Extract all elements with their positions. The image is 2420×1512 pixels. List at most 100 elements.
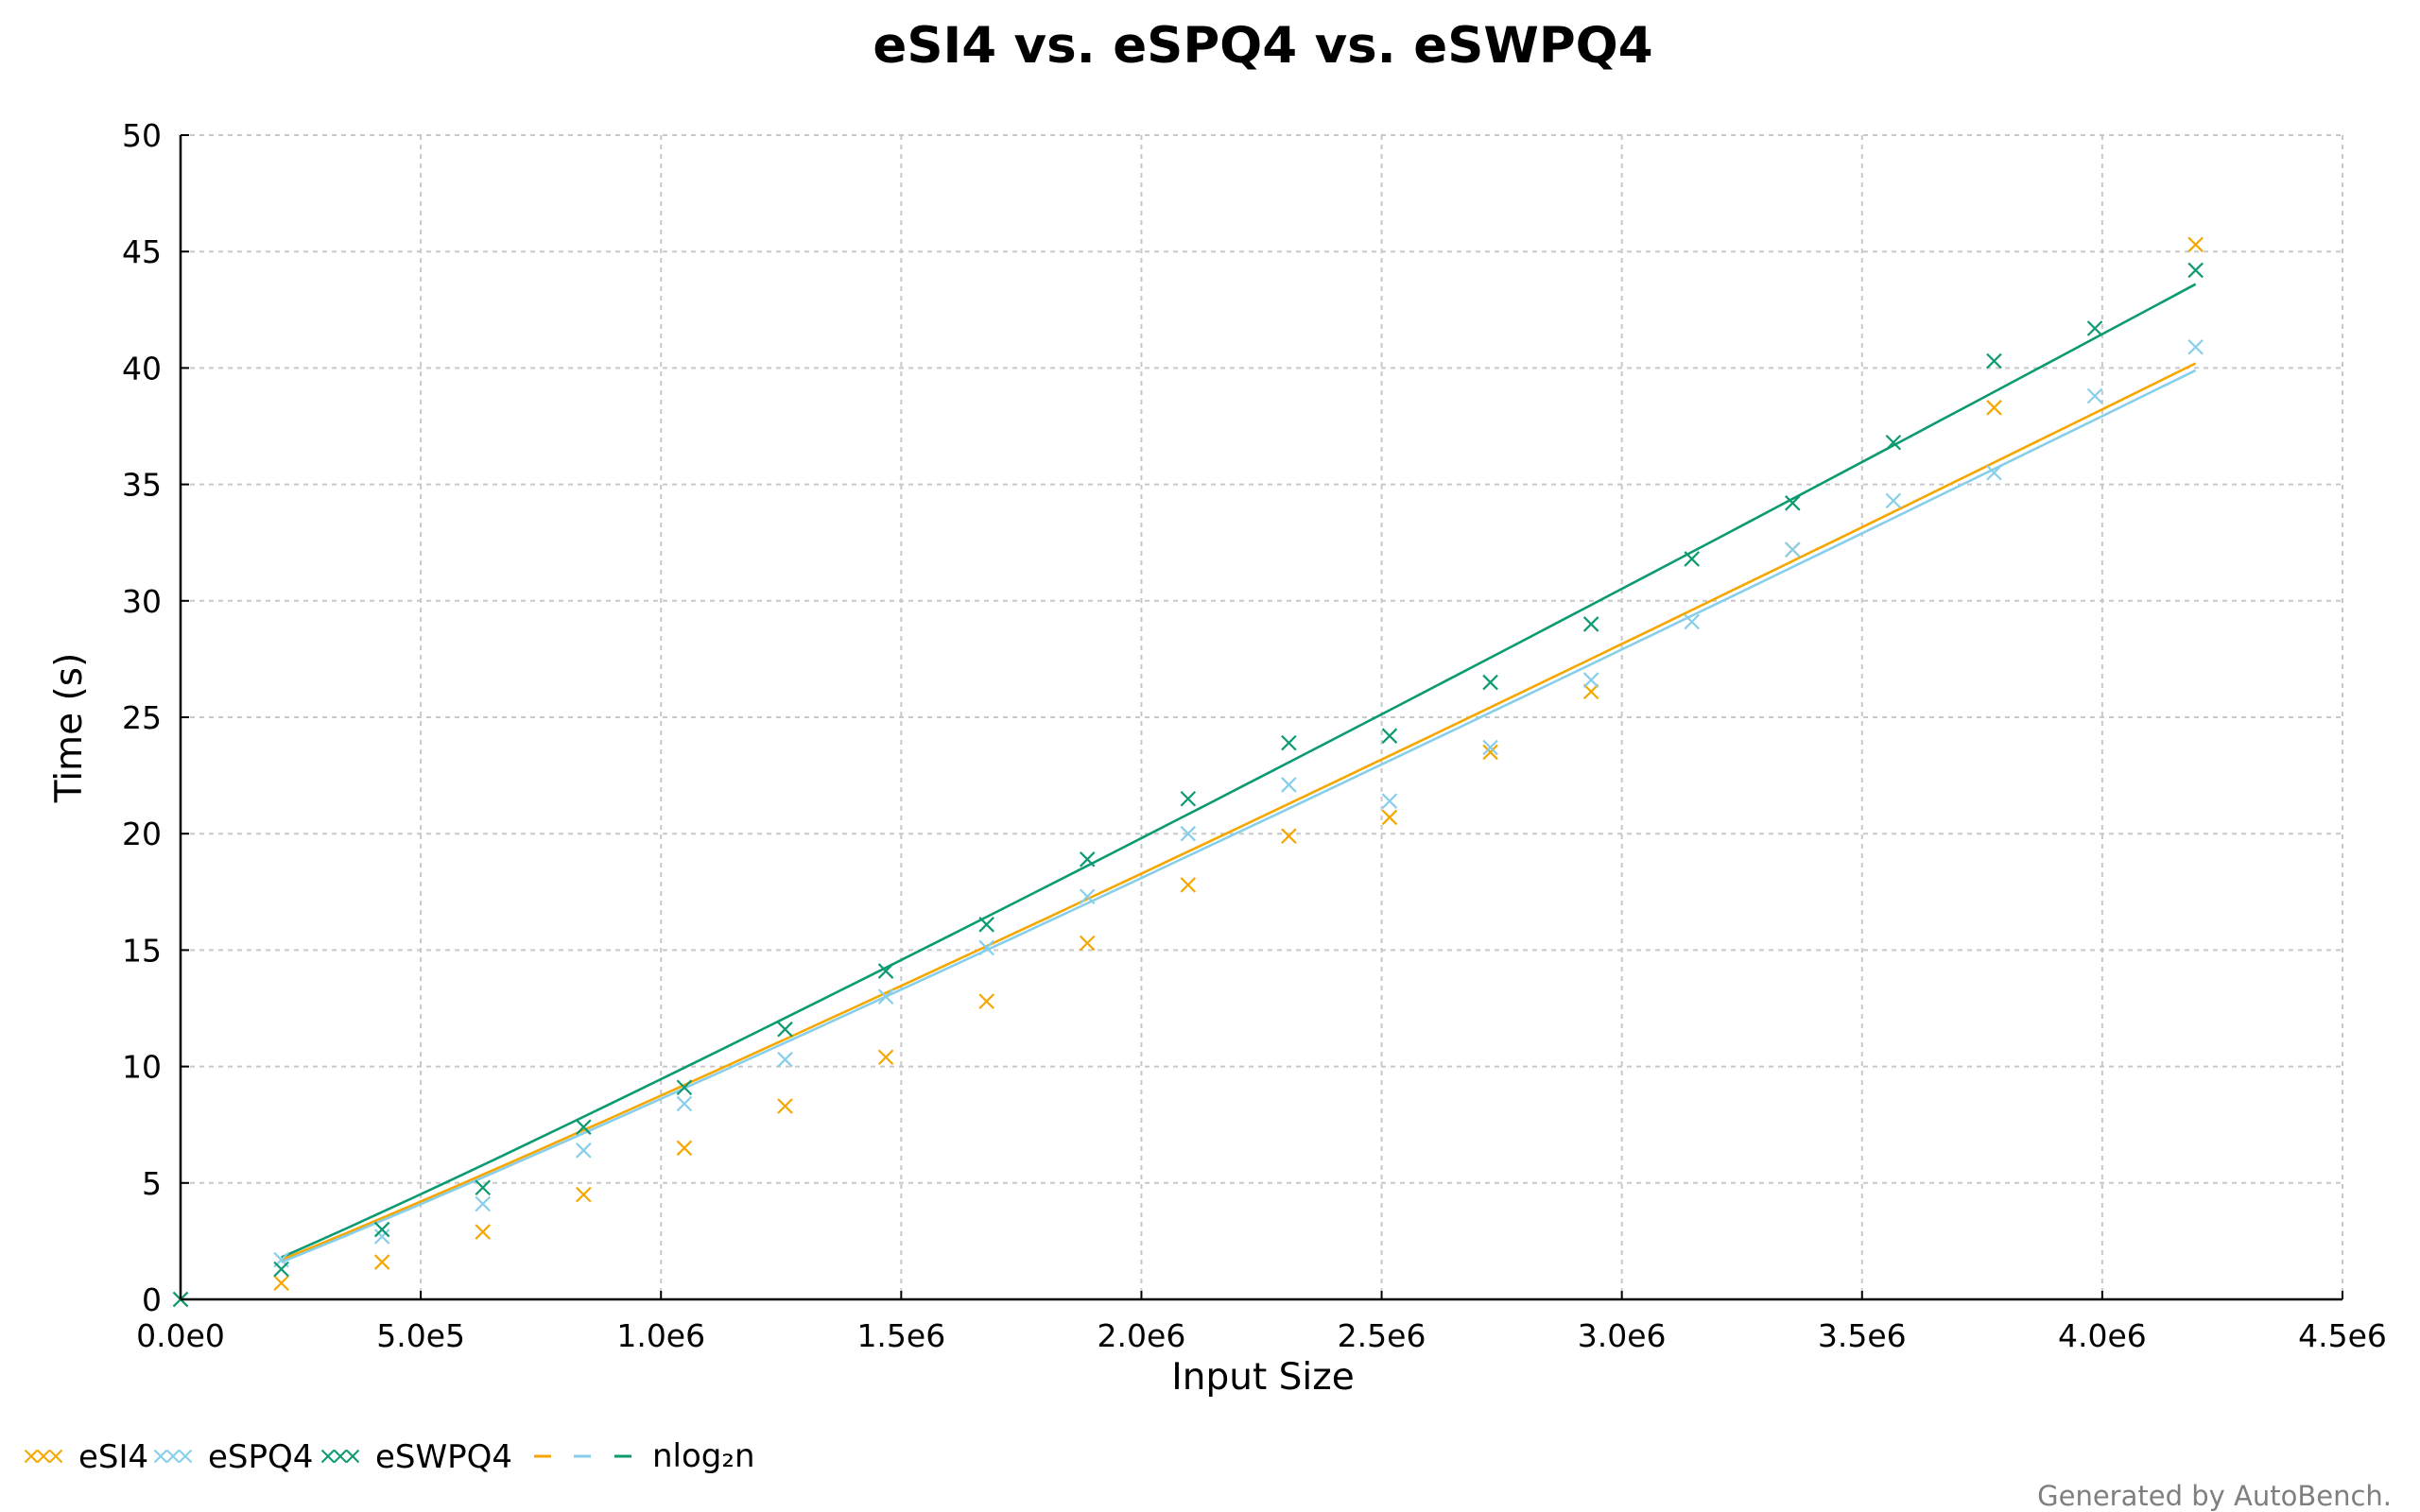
point-eswpq4 <box>777 1021 793 1038</box>
point-eswpq4 <box>1582 616 1599 632</box>
point-espq4 <box>576 1143 592 1159</box>
point-esi4 <box>2187 236 2204 253</box>
legend-marker <box>36 1449 51 1464</box>
y-tick-label: 15 <box>122 932 162 969</box>
point-eswpq4 <box>1885 434 1902 451</box>
x-tick-label: 3.5e6 <box>1818 1317 1907 1354</box>
point-espq4 <box>373 1228 390 1245</box>
fit-line-eswpq4 <box>281 283 2197 1259</box>
legend-marker <box>165 1449 181 1464</box>
point-esi4 <box>273 1275 289 1292</box>
point-espq4 <box>777 1051 793 1068</box>
point-espq4 <box>1381 793 1398 809</box>
point-espq4 <box>2187 338 2204 355</box>
point-eswpq4 <box>1785 495 1801 511</box>
x-tick-label: 2.0e6 <box>1098 1317 1186 1354</box>
x-axis-label: Input Size <box>1171 1356 1354 1399</box>
point-espq4 <box>1079 888 1096 905</box>
point-eswpq4 <box>2086 320 2103 336</box>
y-tick-label: 5 <box>142 1165 162 1202</box>
point-esi4 <box>576 1186 592 1203</box>
legend-marker <box>320 1449 336 1464</box>
legend-label: eSWPQ4 <box>375 1438 512 1476</box>
point-esi4 <box>475 1224 492 1240</box>
x-tick-label: 5.0e5 <box>376 1317 465 1354</box>
point-esi4 <box>1986 400 2002 416</box>
axes <box>179 134 2343 1301</box>
x-tick-label: 4.0e6 <box>2058 1317 2147 1354</box>
y-axis-label: Time (s) <box>48 653 91 804</box>
legend: nlog₂n eSI4 eSPQ4 eSWPQ4 <box>24 1437 755 1476</box>
x-tick-label: 3.0e6 <box>1578 1317 1667 1354</box>
point-espq4 <box>2086 387 2103 404</box>
point-eswpq4 <box>273 1261 289 1278</box>
legend-marker <box>345 1449 360 1464</box>
point-espq4 <box>1684 613 1701 630</box>
y-tick-label: 10 <box>122 1049 162 1086</box>
x-tick-label: 0.0e0 <box>136 1317 225 1354</box>
point-eswpq4 <box>373 1221 390 1238</box>
point-eswpq4 <box>475 1179 492 1196</box>
point-eswpq4 <box>1281 734 1297 751</box>
point-esi4 <box>1482 744 1498 761</box>
point-eswpq4 <box>877 963 894 979</box>
point-esi4 <box>1079 935 1096 952</box>
y-tick-label: 20 <box>122 816 162 852</box>
legend-item-espq4: eSPQ4 <box>153 1438 313 1476</box>
chart-title: eSI4 vs. eSPQ4 vs. eSWPQ4 <box>873 17 1652 75</box>
point-esi4 <box>1582 683 1599 700</box>
legend-item-eswpq4: eSWPQ4 <box>320 1438 512 1476</box>
y-tick-label: 45 <box>122 233 162 270</box>
data-points <box>172 236 2204 1308</box>
y-tick-label: 50 <box>122 117 162 154</box>
credit-text: Generated by AutoBench. <box>2037 1480 2392 1512</box>
y-tick-label: 25 <box>122 699 162 736</box>
legend-marker <box>24 1449 39 1464</box>
x-tick-label: 4.5e6 <box>2298 1317 2387 1354</box>
point-eswpq4 <box>1684 551 1701 567</box>
point-esi4 <box>1381 809 1398 826</box>
point-eswpq4 <box>576 1119 592 1135</box>
point-esi4 <box>1281 828 1297 844</box>
point-eswpq4 <box>1381 728 1398 744</box>
point-esi4 <box>1180 877 1197 893</box>
x-tick-label: 1.5e6 <box>856 1317 945 1354</box>
point-esi4 <box>676 1140 693 1157</box>
x-tick-label: 2.5e6 <box>1338 1317 1426 1354</box>
legend-marker <box>48 1449 63 1464</box>
point-espq4 <box>1885 492 1902 509</box>
point-espq4 <box>475 1195 492 1212</box>
point-espq4 <box>1785 541 1801 558</box>
point-espq4 <box>1986 465 2002 481</box>
point-eswpq4 <box>978 917 994 933</box>
point-eswpq4 <box>676 1079 693 1096</box>
grid-layer <box>181 134 2343 1299</box>
y-tick-label: 30 <box>122 583 162 620</box>
tick-labels: 0.0e0 5.0e5 1.0e6 1.5e6 2.0e6 2.5e6 3.0e6 3.5e6… <box>122 117 2387 1354</box>
fit-lines <box>281 283 2197 1263</box>
fit-line-espq4 <box>281 369 2197 1263</box>
x-tick-label: 1.0e6 <box>616 1317 705 1354</box>
y-tick-label: 0 <box>142 1281 162 1318</box>
point-espq4 <box>877 988 894 1005</box>
point-espq4 <box>1281 777 1297 793</box>
point-espq4 <box>1482 739 1498 756</box>
fit-line-esi4 <box>281 362 2197 1262</box>
point-espq4 <box>676 1095 693 1112</box>
point-eswpq4 <box>1180 790 1197 807</box>
point-espq4 <box>978 939 994 956</box>
point-espq4 <box>1582 672 1599 688</box>
point-eswpq4 <box>1482 674 1498 691</box>
point-eswpq4 <box>1079 851 1096 868</box>
point-esi4 <box>877 1049 894 1066</box>
legend-marker <box>153 1449 168 1464</box>
legend-marker <box>178 1449 193 1464</box>
point-espq4 <box>1180 825 1197 842</box>
point-esi4 <box>978 993 994 1009</box>
point-esi4 <box>777 1098 793 1114</box>
point-eswpq4 <box>2187 262 2204 279</box>
legend-marker <box>333 1449 348 1464</box>
point-esi4 <box>373 1254 390 1270</box>
point-eswpq4 <box>1986 352 2002 369</box>
